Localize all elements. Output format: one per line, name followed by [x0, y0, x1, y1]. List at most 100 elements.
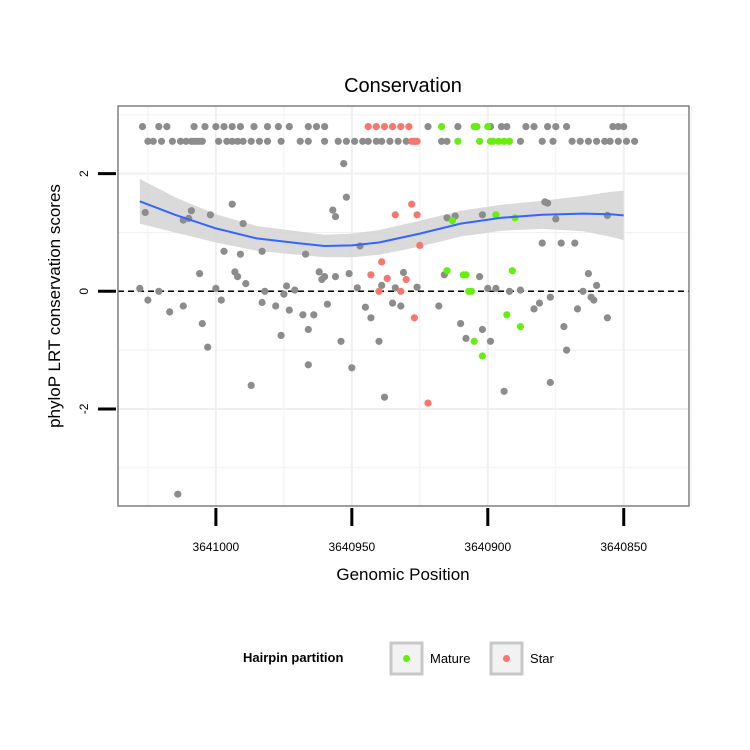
point-other [584, 270, 593, 278]
point-other [516, 286, 525, 294]
point-star [378, 258, 386, 266]
point-other [190, 123, 198, 131]
point-other [174, 490, 182, 498]
point-star [397, 123, 405, 131]
point-other [413, 283, 421, 291]
point-other [606, 137, 614, 145]
point-other [166, 308, 174, 316]
point-other [546, 293, 554, 301]
point-other [603, 314, 612, 322]
x-axis-title: Genomic Position [336, 565, 469, 584]
point-other [236, 123, 244, 131]
point-mature [462, 271, 470, 279]
point-other [603, 211, 612, 219]
point-other [386, 137, 394, 145]
point-other [476, 273, 484, 281]
point-other [291, 286, 299, 294]
point-other [228, 200, 236, 208]
point-other [228, 137, 236, 145]
point-other [505, 287, 514, 295]
point-other [220, 247, 228, 255]
point-star [402, 275, 410, 284]
point-other [563, 123, 571, 131]
point-star [364, 123, 372, 131]
point-other [149, 137, 157, 145]
point-other [321, 137, 329, 145]
point-other [399, 268, 408, 277]
y-tick-label: 2 [77, 170, 91, 177]
point-other [337, 337, 345, 345]
point-other [201, 123, 209, 131]
point-other [579, 287, 587, 295]
point-star [380, 123, 389, 131]
point-other [367, 314, 375, 322]
point-other [345, 270, 353, 278]
point-other [584, 137, 593, 145]
point-mature [503, 311, 511, 319]
point-other [590, 296, 598, 304]
point-star [408, 200, 416, 208]
y-tick-label: 0 [77, 288, 91, 295]
point-other [302, 250, 310, 258]
grid-lines [118, 106, 693, 506]
point-other [378, 281, 386, 289]
point-star [397, 287, 405, 295]
point-other [239, 137, 247, 145]
point-other [372, 137, 380, 145]
point-other [263, 137, 272, 145]
point-other [503, 123, 511, 131]
point-other [304, 361, 312, 369]
point-other [274, 123, 282, 131]
point-other [402, 137, 410, 145]
point-other [334, 137, 342, 145]
point-other [323, 300, 331, 308]
plot-panel-border [117, 105, 690, 507]
point-other [544, 199, 552, 207]
y-axis-title: phyloP LRT conservation scores [45, 184, 64, 428]
point-mature [443, 267, 451, 275]
point-other [378, 137, 386, 145]
point-other [530, 305, 538, 313]
point-mature [492, 211, 500, 219]
point-other [277, 137, 285, 145]
point-other [560, 323, 568, 331]
point-mature [478, 352, 486, 360]
point-other [258, 298, 266, 307]
point-mature [500, 137, 508, 145]
point-other [546, 378, 554, 387]
point-star [416, 241, 424, 249]
point-other [538, 137, 546, 145]
point-other [304, 137, 312, 145]
point-star [391, 211, 399, 219]
point-other [215, 137, 223, 145]
point-other [296, 137, 304, 145]
point-other [538, 239, 546, 247]
point-other [242, 280, 250, 288]
point-mature [438, 123, 446, 131]
point-other [462, 334, 470, 342]
point-other [497, 123, 505, 131]
point-other [614, 137, 622, 145]
point-other [144, 137, 152, 145]
legend-swatch-star [503, 655, 510, 662]
point-other [530, 123, 538, 131]
y-tick-label: -2 [77, 403, 91, 414]
point-other [364, 137, 372, 145]
point-other [571, 239, 579, 247]
point-other [601, 137, 609, 145]
point-other [348, 364, 356, 372]
point-other [176, 137, 185, 145]
point-other [277, 331, 285, 339]
point-other [359, 137, 367, 145]
point-star [405, 123, 413, 131]
point-other [492, 284, 500, 292]
point-other [223, 137, 231, 145]
point-other [614, 123, 622, 131]
point-other [136, 284, 144, 292]
point-other [568, 137, 576, 145]
legend-label-mature: Mature [430, 651, 470, 666]
point-other [198, 320, 206, 328]
point-other [247, 381, 255, 389]
point-other [443, 137, 451, 145]
chart-title: Conservation [344, 75, 462, 97]
